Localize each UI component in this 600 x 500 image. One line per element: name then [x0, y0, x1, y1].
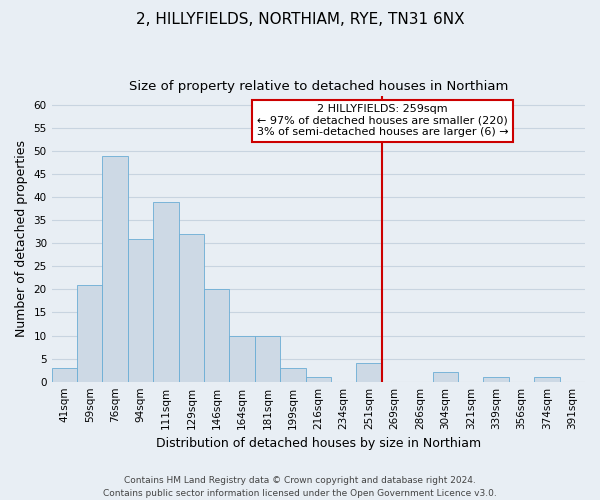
Bar — [356, 363, 382, 382]
Bar — [280, 368, 305, 382]
Bar — [77, 285, 103, 382]
Title: Size of property relative to detached houses in Northiam: Size of property relative to detached ho… — [128, 80, 508, 93]
Text: Contains HM Land Registry data © Crown copyright and database right 2024.
Contai: Contains HM Land Registry data © Crown c… — [103, 476, 497, 498]
Bar — [52, 368, 77, 382]
Bar — [433, 372, 458, 382]
Bar — [534, 377, 560, 382]
Bar — [204, 290, 229, 382]
Bar — [153, 202, 179, 382]
Bar — [305, 377, 331, 382]
Bar — [255, 336, 280, 382]
Text: 2, HILLYFIELDS, NORTHIAM, RYE, TN31 6NX: 2, HILLYFIELDS, NORTHIAM, RYE, TN31 6NX — [136, 12, 464, 28]
X-axis label: Distribution of detached houses by size in Northiam: Distribution of detached houses by size … — [156, 437, 481, 450]
Text: 2 HILLYFIELDS: 259sqm
← 97% of detached houses are smaller (220)
3% of semi-deta: 2 HILLYFIELDS: 259sqm ← 97% of detached … — [257, 104, 508, 138]
Y-axis label: Number of detached properties: Number of detached properties — [15, 140, 28, 337]
Bar — [229, 336, 255, 382]
Bar — [128, 238, 153, 382]
Bar — [484, 377, 509, 382]
Bar — [179, 234, 204, 382]
Bar — [103, 156, 128, 382]
